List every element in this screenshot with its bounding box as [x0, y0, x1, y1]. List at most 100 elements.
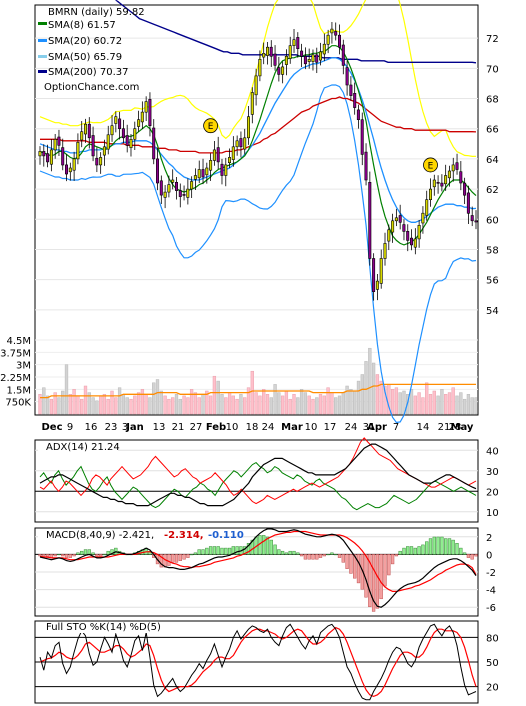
volume-bar	[303, 392, 308, 415]
macd-histogram-bar	[402, 547, 406, 555]
candle-body	[318, 51, 322, 61]
candlesticks	[38, 22, 478, 301]
candle-body	[474, 220, 478, 223]
macd-histogram-bar	[318, 554, 323, 558]
price-y-tick-labels: 72 70 68 66 64 62 60 58 56 54	[486, 34, 499, 317]
candle-body	[99, 157, 103, 166]
macd-histogram-bar	[171, 554, 175, 563]
macd-histogram-bar	[334, 554, 338, 556]
candle-body	[121, 128, 125, 139]
volume-bar	[239, 394, 243, 415]
earnings-marker-label: E	[208, 122, 214, 132]
volume-bar	[152, 382, 156, 415]
macd-histogram-bar	[186, 554, 190, 558]
macd-histogram-bar	[341, 554, 345, 563]
legend-swatch-sma200	[38, 70, 47, 73]
macd-histogram-bar	[269, 539, 273, 555]
macd-histogram-bar	[432, 536, 436, 555]
volume-bar	[444, 394, 448, 415]
candle-body	[284, 55, 288, 65]
candle-body	[288, 45, 292, 59]
x-tick-label: 18	[246, 422, 259, 433]
candle-body	[231, 146, 235, 160]
macd-y-tick-labels: 2 0 -2 -4 -6	[486, 533, 496, 614]
volume-bar	[288, 398, 292, 415]
macd-histogram-bar	[280, 550, 285, 555]
x-tick-label: May	[451, 422, 474, 433]
x-tick-label: 10	[305, 422, 318, 433]
volume-bar	[341, 392, 345, 415]
candle-body	[65, 164, 69, 175]
candle-body	[144, 101, 148, 113]
macd-histogram-bar	[406, 546, 410, 555]
macd-histogram-bar	[193, 552, 198, 555]
x-tick-label: Jan	[125, 422, 144, 433]
volume-bar	[315, 397, 319, 415]
macd-histogram-bar	[387, 554, 391, 576]
macd-line	[39, 528, 477, 608]
macd-histogram-bar	[61, 554, 65, 557]
candle-body	[413, 238, 417, 248]
macd-histogram-bar	[337, 554, 342, 558]
macd-histogram-bar	[246, 543, 251, 555]
adx-title-bg	[38, 441, 118, 452]
macd-histogram-bar	[421, 544, 425, 555]
price-y-tick: 72	[486, 34, 499, 45]
adx-y-tick: 20	[486, 487, 499, 498]
volume-bar	[428, 394, 433, 415]
macd-histogram-bar	[227, 547, 232, 555]
macd-histogram-bar	[189, 554, 194, 556]
volume-bar	[163, 395, 167, 415]
volume-bar	[136, 392, 141, 415]
candle-body	[243, 137, 247, 150]
sto-panel: 80 50 20 Full STO %K(14) %D(5)	[34, 620, 499, 704]
candle-body	[440, 182, 444, 187]
bollinger-bands	[39, 0, 477, 424]
macd-histogram-bar	[322, 554, 326, 557]
macd-title: MACD(8,40,9) -2.421,	[46, 530, 154, 541]
candle-body	[247, 116, 251, 139]
volume-bar	[269, 397, 273, 415]
volume-bar	[455, 395, 459, 415]
candle-body	[91, 135, 95, 157]
candle-body	[72, 158, 76, 171]
volume-bar	[436, 395, 440, 415]
macd-histogram	[38, 535, 478, 612]
macd-histogram-bar	[83, 549, 88, 555]
volume-bar	[80, 398, 84, 415]
macd-histogram-bar	[277, 549, 281, 555]
sma8-line	[39, 45, 477, 246]
macd-histogram-bar	[451, 539, 455, 555]
volume-bar	[273, 384, 277, 415]
minus-di-line	[39, 437, 477, 505]
candle-body	[193, 175, 197, 180]
price-y-tick: 68	[486, 95, 499, 106]
volume-bar	[243, 397, 247, 415]
macd-histogram-bar	[201, 549, 205, 555]
macd-histogram-bar	[368, 554, 372, 607]
macd-histogram-bar	[356, 554, 361, 584]
macd-histogram-bar	[174, 554, 179, 563]
macd-y-tick: -2	[486, 568, 496, 579]
candle-body	[368, 182, 372, 259]
volume-bar	[277, 392, 281, 415]
candle-body	[353, 93, 357, 108]
candle-body	[197, 169, 201, 179]
macd-histogram-bar	[315, 554, 319, 560]
volume-bar	[197, 397, 201, 415]
candle-body	[281, 66, 285, 75]
volume-bar	[201, 394, 205, 415]
macd-histogram-bar	[413, 547, 417, 555]
x-tick-label: Mar	[281, 422, 303, 433]
macd-histogram-bar	[296, 552, 300, 555]
candle-body	[375, 280, 379, 290]
volume-y-tick: 1.5M	[6, 385, 31, 396]
macd-histogram-bar	[428, 538, 433, 555]
volume-bar	[265, 394, 270, 415]
legend-sma20: SMA(20) 60.72	[48, 36, 122, 47]
macd-histogram-bar	[110, 549, 114, 555]
candle-body	[436, 182, 440, 184]
candle-body	[292, 39, 296, 47]
macd-panel: 2 0 -2 -4 -6 MACD(8,40,9) -2.421, -2.314, -0…	[34, 527, 496, 617]
